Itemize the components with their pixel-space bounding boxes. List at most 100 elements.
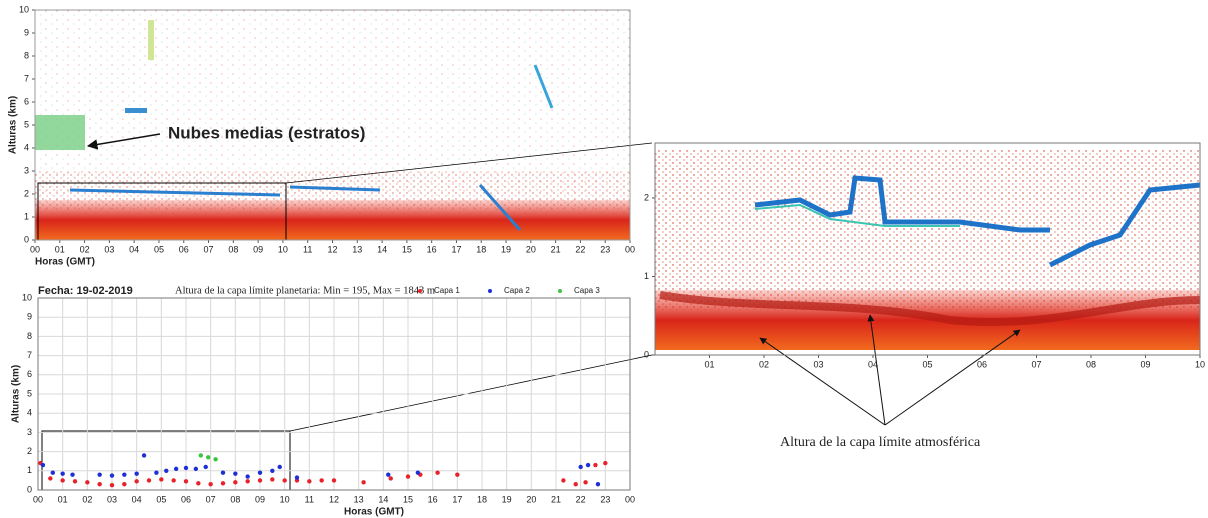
x-tick-label: 12 bbox=[327, 244, 337, 254]
data-point bbox=[415, 470, 421, 475]
x-tick-label: 04 bbox=[129, 244, 139, 254]
data-point bbox=[40, 462, 46, 468]
x-tick-label: 02 bbox=[80, 244, 90, 254]
data-point bbox=[270, 477, 275, 482]
x-tick-label: 05 bbox=[156, 494, 166, 504]
legend-label: Capa 3 bbox=[574, 286, 600, 295]
y-tick-label: 6 bbox=[27, 369, 32, 379]
y-tick-label: 4 bbox=[27, 408, 32, 418]
x-tick-label: 05 bbox=[154, 244, 164, 254]
data-point bbox=[388, 476, 393, 481]
plot-frame bbox=[37, 297, 631, 491]
y-tick-label: 3 bbox=[27, 427, 32, 437]
data-point bbox=[60, 478, 65, 483]
y-tick-label: 10 bbox=[19, 4, 29, 14]
x-tick-label: 23 bbox=[600, 244, 610, 254]
x-tick-label: 22 bbox=[575, 244, 585, 254]
x-tick-label: 23 bbox=[600, 494, 610, 504]
data-point bbox=[307, 479, 312, 484]
x-tick-label: 06 bbox=[181, 494, 191, 504]
y-tick-label: 0 bbox=[644, 349, 649, 359]
y-tick-label: 9 bbox=[27, 312, 32, 322]
data-point bbox=[198, 453, 203, 458]
y-tick-label: 9 bbox=[24, 27, 29, 37]
x-tick-label: 14 bbox=[377, 244, 387, 254]
data-point bbox=[85, 480, 90, 485]
data-point bbox=[196, 481, 201, 486]
y-axis-label: Alturas (km) bbox=[8, 96, 19, 154]
x-tick-label: 20 bbox=[526, 494, 536, 504]
x-tick-label: 04 bbox=[868, 359, 878, 369]
x-tick-label: 07 bbox=[1031, 359, 1041, 369]
x-tick-label: 20 bbox=[526, 244, 536, 254]
data-point bbox=[141, 453, 147, 458]
x-tick-label: 16 bbox=[428, 494, 438, 504]
data-point bbox=[70, 472, 75, 477]
data-point bbox=[561, 478, 566, 483]
x-tick-label: 21 bbox=[551, 494, 561, 504]
x-tick-label: 14 bbox=[378, 494, 388, 504]
legend-marker bbox=[418, 289, 422, 293]
x-tick-label: 08 bbox=[230, 494, 240, 504]
y-tick-label: 7 bbox=[27, 350, 32, 360]
data-point bbox=[208, 482, 213, 487]
x-tick-label: 13 bbox=[354, 494, 364, 504]
x-tick-label: 15 bbox=[403, 494, 413, 504]
x-tick-label: 06 bbox=[977, 359, 987, 369]
data-point bbox=[109, 483, 115, 488]
annotation-arrow bbox=[759, 337, 886, 426]
y-tick-label: 0 bbox=[27, 484, 32, 494]
data-point bbox=[183, 465, 189, 471]
x-tick-label: 17 bbox=[452, 494, 462, 504]
x-tick-label: 18 bbox=[476, 244, 486, 254]
plot-frame bbox=[654, 142, 1201, 356]
x-tick-label: 11 bbox=[305, 494, 314, 504]
x-tick-label: 06 bbox=[179, 244, 189, 254]
data-point bbox=[405, 474, 411, 479]
x-tick-label: 00 bbox=[30, 244, 40, 254]
data-point bbox=[122, 472, 127, 477]
data-point bbox=[154, 470, 159, 475]
data-point bbox=[361, 480, 366, 485]
legend-label: Capa 2 bbox=[504, 286, 530, 295]
plot-frame bbox=[34, 9, 631, 241]
data-point bbox=[593, 462, 598, 468]
x-tick-label: 10 bbox=[280, 494, 290, 504]
data-point bbox=[277, 464, 282, 470]
data-point bbox=[270, 468, 275, 473]
y-tick-label: 4 bbox=[24, 142, 29, 152]
data-point bbox=[585, 462, 591, 468]
data-point bbox=[573, 482, 578, 487]
data-point bbox=[97, 482, 102, 487]
chart-title: Fecha: 19-02-2019 bbox=[38, 285, 133, 297]
x-tick-label: 09 bbox=[253, 244, 263, 254]
x-tick-label: 02 bbox=[82, 494, 92, 504]
annotation: Nubes medias (estratos) bbox=[168, 123, 365, 142]
x-tick-label: 22 bbox=[576, 494, 586, 504]
x-tick-label: 09 bbox=[1140, 359, 1150, 369]
x-tick-label: 07 bbox=[206, 494, 216, 504]
x-tick-label: 03 bbox=[107, 494, 117, 504]
data-point bbox=[257, 478, 263, 483]
x-tick-label: 03 bbox=[813, 359, 823, 369]
x-tick-label: 02 bbox=[759, 359, 769, 369]
data-point bbox=[50, 470, 55, 475]
x-tick-label: 10 bbox=[1195, 359, 1205, 369]
data-point bbox=[294, 475, 300, 480]
x-tick-label: 08 bbox=[1086, 359, 1096, 369]
zoom-image bbox=[655, 143, 1201, 355]
x-tick-label: 01 bbox=[58, 494, 68, 504]
x-tick-label: 00 bbox=[33, 494, 43, 504]
annotation-arrow bbox=[867, 314, 886, 426]
y-tick-label: 0 bbox=[24, 234, 29, 244]
chart-subtitle: Altura de la capa límite planetaria: Min… bbox=[175, 285, 435, 296]
data-point bbox=[206, 455, 211, 460]
data-point bbox=[595, 482, 601, 487]
x-tick-label: 05 bbox=[922, 359, 932, 369]
annotation-arrow bbox=[884, 329, 1021, 426]
data-point bbox=[183, 479, 189, 484]
data-point bbox=[72, 479, 78, 484]
y-tick-label: 8 bbox=[27, 331, 32, 341]
x-tick-label: 16 bbox=[427, 244, 437, 254]
